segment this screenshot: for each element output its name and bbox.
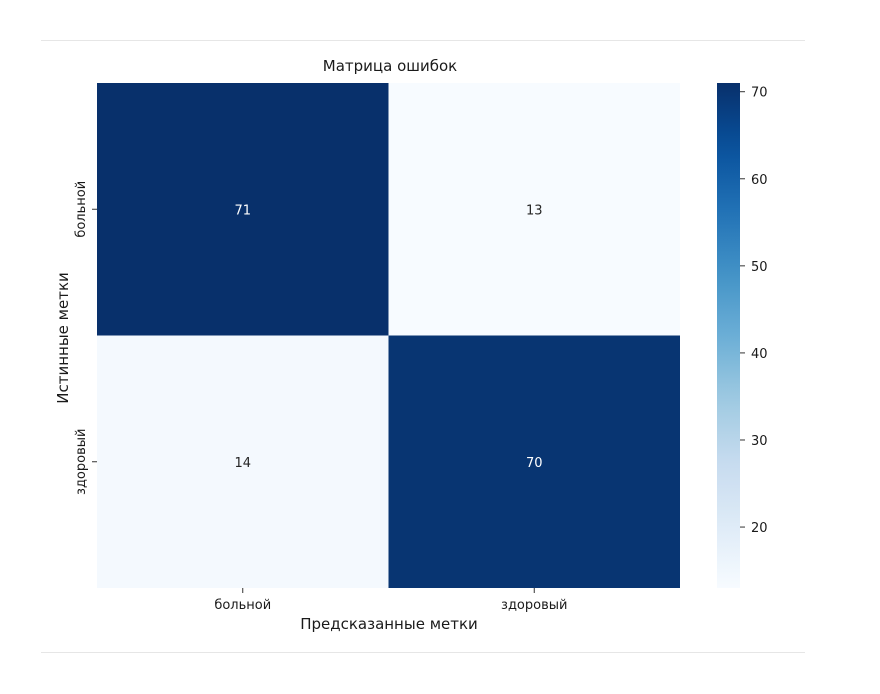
frame-top-border <box>41 40 805 41</box>
chart-title: Матрица ошибок <box>323 57 457 75</box>
colorbar <box>717 83 740 588</box>
y-tick-label: больной <box>74 181 89 238</box>
colorbar-tick-label: 50 <box>751 260 768 275</box>
colorbar-tick-label: 20 <box>751 521 768 536</box>
heatmap-cell <box>388 83 680 336</box>
colorbar-tick-label: 60 <box>751 173 768 188</box>
y-axis-label: Истинные метки <box>54 272 72 404</box>
colorbar-tick-label: 30 <box>751 434 768 449</box>
cell-value-label: 13 <box>526 203 543 218</box>
cell-value-label: 14 <box>234 456 251 471</box>
x-tick-label: больной <box>214 598 271 613</box>
y-axis-ticks: больной здоровый <box>74 181 97 495</box>
y-tick-label: здоровый <box>74 429 89 495</box>
x-tick-label: здоровый <box>501 598 567 613</box>
cell-value-label: 71 <box>234 203 251 218</box>
colorbar-ticks: 20 30 40 50 60 70 <box>740 86 768 536</box>
colorbar-tick-label: 40 <box>751 347 768 362</box>
x-axis-label: Предсказанные метки <box>300 615 478 633</box>
frame-bottom-border <box>41 652 805 653</box>
x-axis-ticks: больной здоровый <box>214 588 567 613</box>
heatmap-cell <box>97 335 389 588</box>
heatmap-cells: 71 13 14 70 <box>97 83 680 588</box>
heatmap-cell <box>388 335 680 588</box>
colorbar-tick-label: 70 <box>751 86 768 101</box>
cell-value-label: 70 <box>526 456 543 471</box>
heatmap-cell <box>97 83 389 336</box>
